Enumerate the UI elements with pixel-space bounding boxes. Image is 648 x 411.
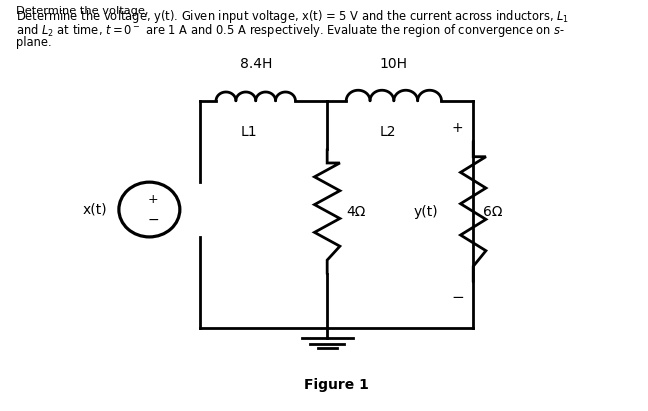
Text: Figure 1: Figure 1 <box>305 378 369 392</box>
Text: Determine the voltage,: Determine the voltage, <box>16 6 152 16</box>
Text: and $L_2$ at time, $t = 0^-$ are 1 A and 0.5 A respectively. Evaluate the region: and $L_2$ at time, $t = 0^-$ are 1 A and… <box>16 22 565 39</box>
Text: −: − <box>147 212 159 226</box>
Text: 6Ω: 6Ω <box>483 205 502 219</box>
Text: plane.: plane. <box>16 36 52 49</box>
Text: −: − <box>451 290 464 305</box>
Text: x(t): x(t) <box>83 203 108 217</box>
Text: +: + <box>452 121 463 135</box>
Text: L1: L1 <box>241 125 258 139</box>
Text: 10H: 10H <box>380 57 408 71</box>
Text: 8.4H: 8.4H <box>240 57 272 71</box>
Text: +: + <box>148 193 159 206</box>
Text: L2: L2 <box>379 125 396 139</box>
Text: y(t): y(t) <box>413 205 438 219</box>
Text: Determine the voltage, y(t). Given input voltage, x(t) = 5 V and the current acr: Determine the voltage, y(t). Given input… <box>16 8 569 25</box>
Text: 4Ω: 4Ω <box>346 205 365 219</box>
